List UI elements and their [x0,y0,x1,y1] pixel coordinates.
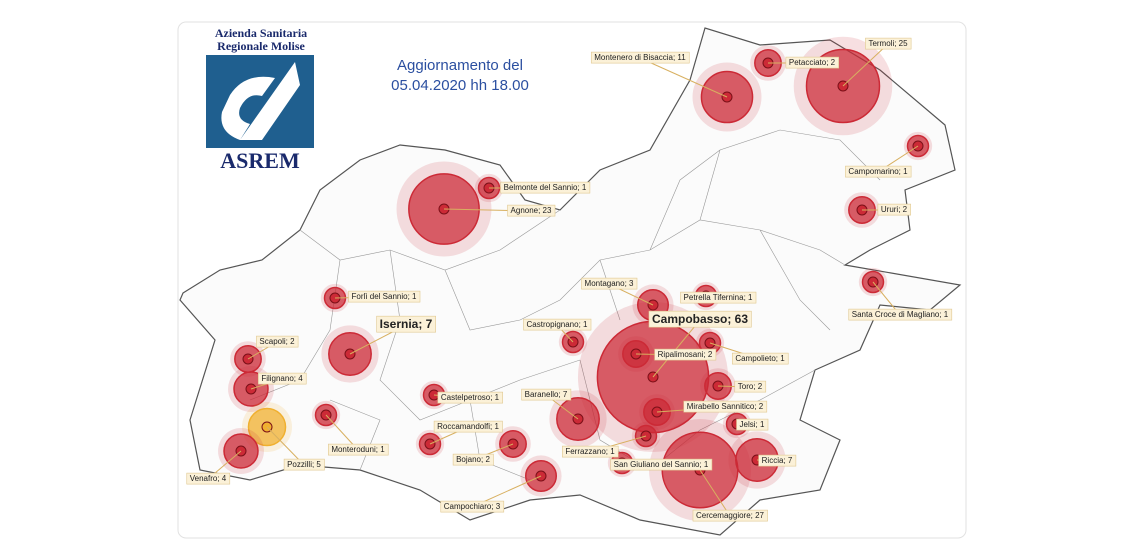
label-box [581,277,638,290]
place-label: Belmonte del Sannio; 1 [504,183,587,192]
leader-line [639,57,728,98]
label-box [736,418,769,431]
label-box [680,291,757,304]
leader-line [652,319,701,378]
label-box [376,315,436,333]
place-label: Campobasso; 63 [652,312,748,326]
label-box [734,380,767,393]
label-box [590,51,690,64]
place-label: Montenero di Bisaccia; 11 [594,53,686,62]
label-box [732,352,789,365]
label-box [523,318,592,331]
label-box [258,372,307,385]
place-label: Cercemaggiore; 27 [696,511,765,520]
place-label: Castelpetroso; 1 [441,393,500,402]
place-label: Petrella Tifernina; 1 [684,293,753,302]
label-box [452,453,494,466]
label-box [348,290,421,303]
update-line: Aggiornamento del [397,57,523,74]
label-box [877,203,911,216]
leader-line [266,426,305,466]
logo-line: Azienda Sanitaria [215,26,307,40]
label-box [507,204,556,217]
logo-symbol [221,62,300,140]
label-box [865,37,912,50]
logo: Azienda Sanitaria Regionale Molise ASREM [206,26,314,173]
logo-acronym: ASREM [220,148,300,173]
place-label: Baranello; 7 [525,390,568,399]
place-label: Montagano; 3 [585,279,634,288]
place-label: Mirabello Sannitico; 2 [687,402,764,411]
place-label: Pozzilli; 5 [287,460,321,469]
place-label: Termoli; 25 [868,39,908,48]
leader-line [842,43,889,87]
place-label: Ururi; 2 [881,205,908,214]
place-label: Agnone; 23 [511,206,552,215]
labels: Montenero di Bisaccia; 11 Petacciato; 2 Te… [186,37,953,522]
label-box [433,420,503,433]
label-box [521,388,572,401]
place-label: Venafro; 4 [190,474,227,483]
place-label: Campolieto; 1 [735,354,785,363]
place-label: Campochiaro; 3 [444,502,501,511]
label-box [500,181,591,194]
label-box [848,308,953,321]
place-label: Isernia; 7 [380,317,433,331]
logo-line: Regionale Molise [217,39,305,53]
place-label: Roccamandolfi; 1 [437,422,499,431]
label-box [648,310,752,328]
place-label: Toro; 2 [738,382,763,391]
label-box [692,509,768,522]
label-box [186,472,231,485]
place-label: Monteroduni; 1 [331,445,385,454]
label-box [440,500,505,513]
place-label: Castropignano; 1 [527,320,588,329]
label-box [683,400,768,413]
leader-line [699,469,731,517]
label-box [328,443,389,456]
label-box [562,445,619,458]
place-label: Santa Croce di Magliano; 1 [852,310,949,319]
place-label: Scapoli; 2 [259,337,295,346]
place-label: Campomarino; 1 [848,167,908,176]
place-label: Filignano; 4 [261,374,303,383]
place-label: Bojano; 2 [456,455,490,464]
label-box [654,348,717,361]
place-label: San Giuliano del Sannio; 1 [614,460,709,469]
label-box [845,165,912,178]
label-box [785,56,839,69]
label-box [256,335,299,348]
label-box [758,454,797,467]
place-label: Ferrazzano; 1 [565,447,615,456]
place-label: Petacciato; 2 [789,58,836,67]
place-label: Riccia; 7 [762,456,793,465]
label-box [437,391,503,404]
place-label: Forlì del Sannio; 1 [352,292,417,301]
place-label: Ripalimosani; 2 [658,350,713,359]
update-line: 05.04.2020 hh 18.00 [391,77,529,94]
label-box [283,458,325,471]
place-label: Jelsi; 1 [740,420,765,429]
label-box [610,458,713,471]
